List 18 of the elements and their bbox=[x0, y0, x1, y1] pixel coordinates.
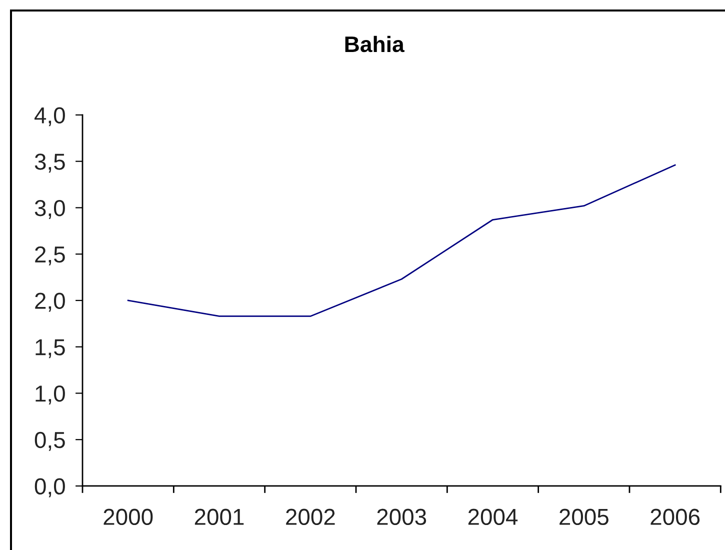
x-tick-label: 2000 bbox=[104, 508, 153, 526]
x-tick-label: 2002 bbox=[286, 508, 335, 526]
x-tick-label: 2005 bbox=[560, 508, 608, 526]
y-tick-label: 3,5 bbox=[34, 154, 65, 173]
x-tick-label: 2003 bbox=[377, 508, 426, 526]
chart-title: Bahia bbox=[345, 36, 404, 52]
y-tick-label: 4,0 bbox=[34, 107, 65, 126]
x-tick-label: 2004 bbox=[468, 508, 518, 526]
x-tick-label: 2001 bbox=[194, 508, 244, 526]
y-tick-label: 2,0 bbox=[35, 292, 65, 312]
y-tick-label: 1,0 bbox=[36, 386, 65, 404]
x-tick-label: 2006 bbox=[650, 508, 700, 526]
line-series bbox=[127, 164, 676, 317]
y-tick-label: 0,0 bbox=[34, 478, 65, 498]
y-tick-label: 2,5 bbox=[35, 246, 65, 266]
y-tick-label: 1,5 bbox=[36, 339, 65, 358]
y-tick-label: 3,0 bbox=[34, 200, 65, 219]
y-tick-label: 0,5 bbox=[34, 432, 65, 451]
